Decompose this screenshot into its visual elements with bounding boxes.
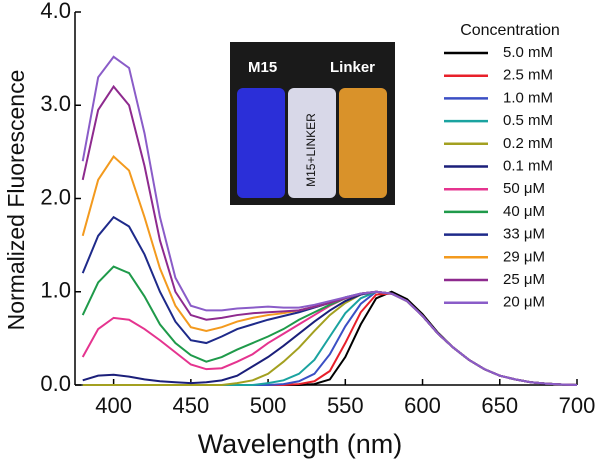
legend-label: 20 μM: [503, 294, 545, 311]
legend-title: Concentration: [460, 22, 560, 39]
series-line: [81, 55, 578, 386]
vial-mix: [288, 88, 336, 198]
x-tick-label: 600: [404, 393, 441, 418]
inset-label: Linker: [330, 59, 375, 76]
legend-label: 1.0 mM: [503, 89, 553, 106]
x-tick-label: 550: [327, 393, 364, 418]
vial-linker: [339, 88, 387, 198]
inset-label: M15: [248, 59, 277, 76]
inset-photo: M15 Linker M15+LINKER: [230, 42, 395, 205]
x-tick-label: 500: [250, 393, 287, 418]
x-tick-label: 450: [172, 393, 209, 418]
x-tick-label: 650: [481, 393, 518, 418]
legend-label: 0.5 mM: [503, 112, 553, 129]
legend-label: 2.5 mM: [503, 67, 553, 84]
x-tick-label: 700: [559, 393, 596, 418]
y-tick-label: 2.0: [40, 184, 71, 209]
legend-label: 33 μM: [503, 226, 545, 243]
legend-label: 0.1 mM: [503, 157, 553, 174]
x-axis-label: Wavelength (nm): [198, 429, 403, 459]
y-tick-label: 0.0: [40, 371, 71, 396]
x-tick-label: 400: [95, 393, 132, 418]
legend-label: 25 μM: [503, 271, 545, 288]
y-tick-label: 4.0: [40, 0, 71, 23]
vial-m15: [237, 88, 285, 198]
y-axis-label: Normalized Fluorescence: [3, 70, 29, 331]
y-tick-label: 1.0: [40, 278, 71, 303]
legend-label: 40 μM: [503, 203, 545, 220]
legend-label: 5.0 mM: [503, 44, 553, 61]
legend-label: 50 μM: [503, 180, 545, 197]
inset-label: M15+LINKER: [304, 113, 318, 187]
y-tick-label: 3.0: [40, 91, 71, 116]
legend-label: 0.2 mM: [503, 135, 553, 152]
legend-label: 29 μM: [503, 248, 545, 265]
